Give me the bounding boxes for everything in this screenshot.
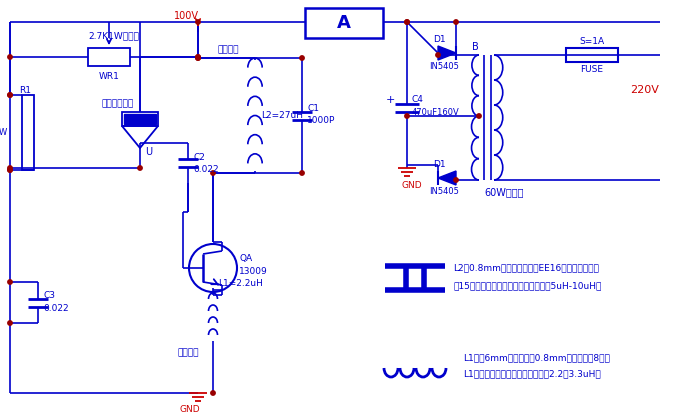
Text: L1=2.2uH: L1=2.2uH <box>218 279 263 288</box>
Text: GND: GND <box>180 405 200 412</box>
Text: L1是空心电感，测试电感量大约是2.2到3.3uH。: L1是空心电感，测试电感量大约是2.2到3.3uH。 <box>463 370 601 379</box>
Text: +: + <box>386 94 395 105</box>
Text: FUSE: FUSE <box>581 65 604 73</box>
Circle shape <box>8 55 12 59</box>
Circle shape <box>8 280 12 284</box>
Text: D1: D1 <box>433 159 445 169</box>
Text: 2.7K1W电位器: 2.7K1W电位器 <box>88 31 139 40</box>
Text: U: U <box>145 147 152 157</box>
Text: WR1: WR1 <box>99 72 120 80</box>
Text: 空心线圈: 空心线圈 <box>217 45 238 54</box>
Circle shape <box>8 93 12 97</box>
Circle shape <box>477 114 482 118</box>
Text: D1: D1 <box>433 35 445 44</box>
Text: 1000P: 1000P <box>307 116 335 125</box>
Circle shape <box>405 114 409 118</box>
Circle shape <box>211 171 215 175</box>
Text: A: A <box>337 14 351 32</box>
Text: 470uF160V: 470uF160V <box>412 108 460 117</box>
Text: 0.022: 0.022 <box>43 304 68 313</box>
Circle shape <box>196 20 200 24</box>
Circle shape <box>138 166 142 170</box>
Circle shape <box>8 168 12 172</box>
Circle shape <box>196 55 200 59</box>
Text: 220V: 220V <box>630 85 659 95</box>
Text: GND: GND <box>402 180 423 190</box>
Text: R1: R1 <box>19 86 31 94</box>
Bar <box>305 8 383 38</box>
Circle shape <box>196 55 200 59</box>
Text: 2K1W: 2K1W <box>0 128 8 137</box>
Text: C1: C1 <box>307 104 319 113</box>
Circle shape <box>454 178 458 182</box>
Polygon shape <box>438 171 456 185</box>
Circle shape <box>405 20 409 24</box>
Text: 绖15匹，没有磁芯下测试电感量约等于5uH-10uH。: 绖15匹，没有磁芯下测试电感量约等于5uH-10uH。 <box>453 281 601 290</box>
Bar <box>566 48 618 62</box>
Circle shape <box>196 56 200 60</box>
Text: B: B <box>472 42 478 52</box>
Text: QA: QA <box>239 253 252 262</box>
Text: 13009: 13009 <box>239 267 268 276</box>
Circle shape <box>8 321 12 325</box>
Text: 空心线圈: 空心线圈 <box>178 349 199 358</box>
Circle shape <box>300 56 304 60</box>
Circle shape <box>300 171 304 175</box>
Text: C2: C2 <box>193 152 205 162</box>
Text: 60W变压器: 60W变压器 <box>484 187 523 197</box>
Text: C4: C4 <box>412 95 424 104</box>
Circle shape <box>196 56 200 60</box>
Circle shape <box>8 166 12 170</box>
Circle shape <box>211 391 215 395</box>
Bar <box>124 114 156 124</box>
Circle shape <box>405 20 409 24</box>
Bar <box>88 48 130 66</box>
Text: IN5405: IN5405 <box>429 187 459 196</box>
Text: 100V: 100V <box>173 11 199 21</box>
Text: IN5405: IN5405 <box>429 61 459 70</box>
Circle shape <box>8 93 12 97</box>
Text: C3: C3 <box>43 291 55 300</box>
Text: 超声波换能器: 超声波换能器 <box>102 100 135 108</box>
Bar <box>22 95 34 170</box>
Circle shape <box>8 168 12 172</box>
Text: L1在直6mm的筷子上用0.8mm漆包线密绖8匹，: L1在直6mm的筷子上用0.8mm漆包线密绖8匹， <box>463 353 610 363</box>
Text: L2用0.8mm的漆包线在一个EE16的变压器骨架上: L2用0.8mm的漆包线在一个EE16的变压器骨架上 <box>453 264 599 272</box>
Text: S=1A: S=1A <box>579 37 604 45</box>
Text: L2=27uH: L2=27uH <box>261 111 303 120</box>
Circle shape <box>436 53 441 57</box>
Text: 0.022: 0.022 <box>193 164 219 173</box>
Polygon shape <box>438 46 456 60</box>
Circle shape <box>454 20 458 24</box>
Bar <box>122 112 158 126</box>
